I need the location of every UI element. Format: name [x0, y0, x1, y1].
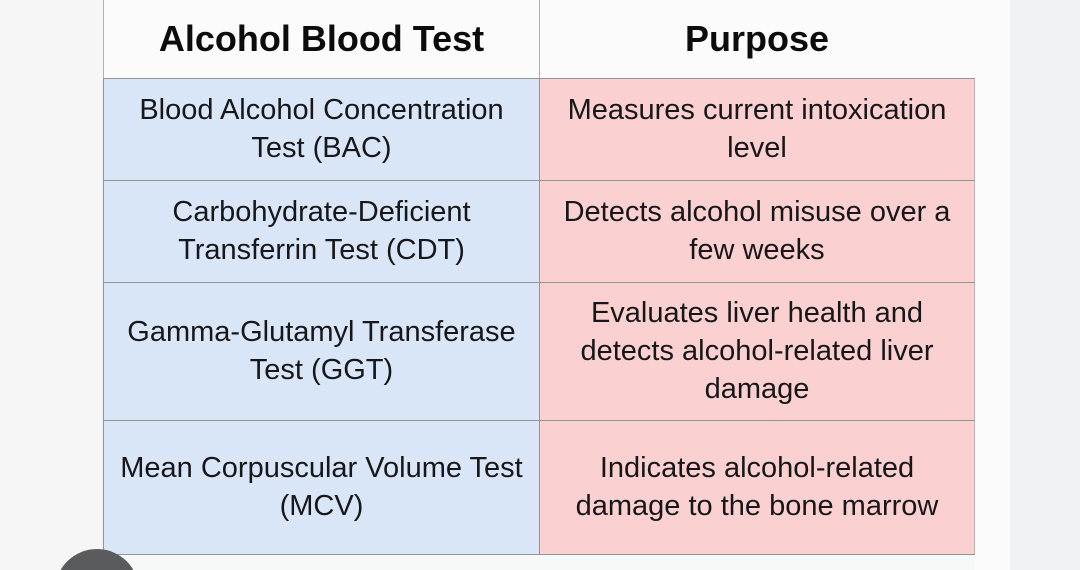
test-name-cell-bac: Blood Alcohol Concentration Test (BAC)	[103, 77, 540, 181]
purpose-cell-ggt: Evaluates liver health and detects alcoh…	[539, 281, 975, 421]
purpose-cell-bac: Measures current intoxication level	[539, 77, 975, 181]
right-margin-strip	[1010, 0, 1080, 570]
table-row-bac: Blood Alcohol Concentration Test (BAC) M…	[103, 77, 975, 181]
purpose-cell-mcv: Indicates alcohol-related damage to the …	[539, 419, 975, 555]
test-name-cell-ggt: Gamma-Glutamyl Transferase Test (GGT)	[103, 281, 540, 421]
table-row-mcv: Mean Corpuscular Volume Test (MCV) Indic…	[103, 419, 975, 555]
test-name-cell-cdt: Carbohydrate-Deficient Transferrin Test …	[103, 179, 540, 283]
table-header-row: Alcohol Blood Test Purpose	[103, 0, 975, 79]
column-header-alcohol-blood-test: Alcohol Blood Test	[103, 0, 540, 79]
column-header-purpose: Purpose	[539, 0, 975, 79]
left-margin-strip	[0, 0, 103, 570]
corner-circle-cursor	[55, 549, 139, 570]
bottom-margin-strip	[103, 555, 974, 570]
table-row-ggt: Gamma-Glutamyl Transferase Test (GGT) Ev…	[103, 281, 975, 421]
alcohol-blood-test-table: Alcohol Blood Test Purpose Blood Alcohol…	[103, 0, 975, 555]
test-name-cell-mcv: Mean Corpuscular Volume Test (MCV)	[103, 419, 540, 555]
purpose-cell-cdt: Detects alcohol misuse over a few weeks	[539, 179, 975, 283]
table-row-cdt: Carbohydrate-Deficient Transferrin Test …	[103, 179, 975, 283]
